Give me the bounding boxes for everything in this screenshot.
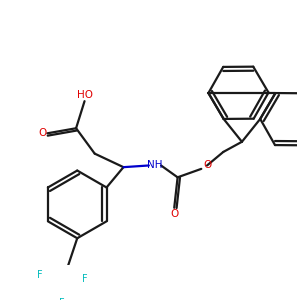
- Text: F: F: [37, 271, 42, 281]
- Text: NH: NH: [147, 160, 163, 170]
- Text: O: O: [170, 209, 178, 219]
- Text: O: O: [38, 128, 47, 138]
- Text: HO: HO: [76, 90, 92, 100]
- Text: F: F: [82, 274, 88, 284]
- Text: O: O: [203, 160, 211, 170]
- Text: F: F: [59, 298, 65, 300]
